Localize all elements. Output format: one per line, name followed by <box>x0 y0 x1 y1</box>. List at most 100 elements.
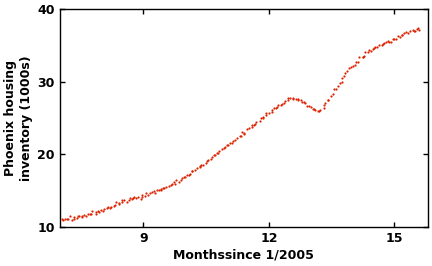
Point <box>224 143 231 147</box>
Point <box>197 163 203 168</box>
Point <box>144 193 151 197</box>
Point <box>66 214 73 218</box>
Point <box>95 209 102 214</box>
Point <box>194 166 200 170</box>
Point <box>251 123 257 127</box>
Point <box>92 210 99 214</box>
Point <box>112 200 119 205</box>
Point <box>64 217 71 221</box>
Point <box>385 40 392 44</box>
Point <box>157 188 164 192</box>
Point <box>316 109 323 114</box>
Point <box>245 126 252 130</box>
Point <box>410 29 417 33</box>
Point <box>394 34 401 38</box>
Point <box>356 55 362 60</box>
Point <box>292 97 299 102</box>
Point <box>161 186 168 190</box>
Point <box>355 60 362 64</box>
Point <box>389 36 396 41</box>
Point <box>101 207 108 212</box>
Point <box>342 71 349 76</box>
Point <box>321 103 328 107</box>
Point <box>348 65 355 69</box>
Point <box>263 113 270 117</box>
Point <box>89 209 96 213</box>
Point <box>69 218 76 222</box>
Point <box>383 39 390 44</box>
Point <box>234 136 241 140</box>
Point <box>285 98 292 102</box>
Point <box>365 50 372 55</box>
Point <box>181 175 188 179</box>
Point <box>62 217 69 221</box>
Point <box>308 105 314 109</box>
Point <box>220 146 227 150</box>
Point <box>398 33 405 37</box>
Point <box>198 163 205 167</box>
Point <box>268 110 275 114</box>
Point <box>87 212 94 216</box>
Y-axis label: Phoenix housing
inventory (1000s): Phoenix housing inventory (1000s) <box>4 55 33 181</box>
Point <box>123 200 130 204</box>
Point <box>273 105 280 109</box>
Point <box>204 159 211 163</box>
Point <box>320 106 327 110</box>
Point <box>302 101 308 105</box>
Point <box>237 134 244 139</box>
Point <box>70 215 77 219</box>
Point <box>147 191 154 196</box>
Point <box>188 169 195 173</box>
Point <box>216 149 223 153</box>
Point <box>285 96 292 101</box>
Point <box>137 197 144 201</box>
Point <box>359 55 366 59</box>
Point <box>340 74 347 78</box>
Point <box>368 49 375 53</box>
Point <box>256 119 263 123</box>
Point <box>84 212 91 217</box>
Point <box>172 182 179 186</box>
Point <box>150 189 157 193</box>
Point <box>400 31 407 35</box>
Point <box>138 194 145 199</box>
Point <box>178 176 185 180</box>
Point <box>410 27 416 32</box>
Point <box>241 131 248 135</box>
Point <box>379 41 386 46</box>
Point <box>189 168 196 173</box>
Point <box>373 44 380 49</box>
Point <box>168 183 175 187</box>
Point <box>83 214 89 218</box>
Point <box>384 39 391 43</box>
Point <box>303 103 310 108</box>
Point <box>268 108 275 112</box>
Point <box>232 138 239 142</box>
Point <box>93 212 100 216</box>
Point <box>168 182 175 186</box>
Point <box>393 36 400 41</box>
Point <box>328 94 335 98</box>
Point <box>178 178 184 182</box>
Point <box>330 87 337 92</box>
Point <box>71 217 78 221</box>
Point <box>371 46 378 50</box>
Point <box>287 96 294 101</box>
Point <box>349 64 356 68</box>
Point <box>351 63 358 67</box>
Point <box>309 107 316 111</box>
Point <box>106 206 113 210</box>
Point <box>263 111 270 115</box>
Point <box>207 157 214 161</box>
Point <box>135 195 142 199</box>
Point <box>200 163 207 167</box>
Point <box>360 54 367 59</box>
Point <box>336 81 343 85</box>
Point <box>274 103 281 107</box>
Point <box>299 100 306 105</box>
Point <box>111 204 118 208</box>
Point <box>175 180 182 185</box>
Point <box>130 195 137 199</box>
Point <box>297 98 304 102</box>
Point <box>171 180 178 184</box>
